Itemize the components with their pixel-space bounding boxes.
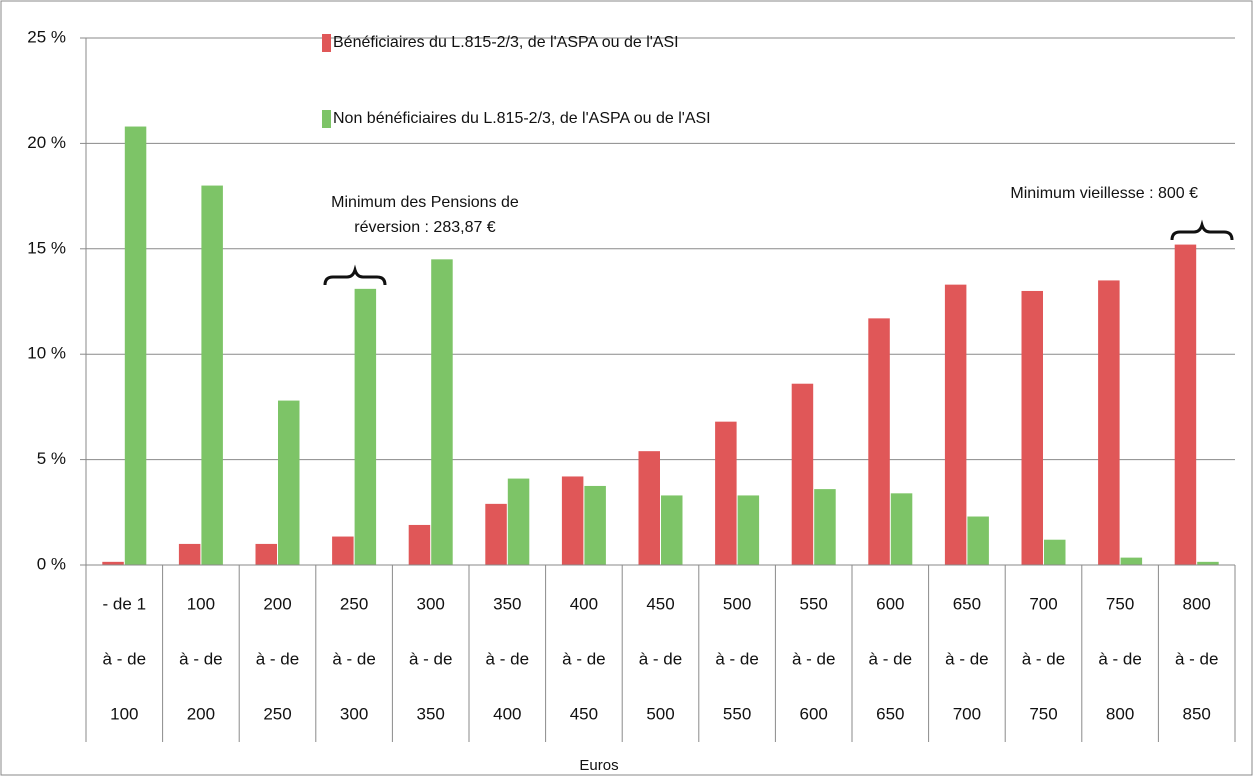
x-tick-label: à - de	[179, 649, 222, 668]
bar	[102, 561, 124, 565]
x-tick-label: 550	[800, 594, 828, 613]
x-tick-label: 500	[646, 704, 674, 723]
bar	[354, 288, 377, 565]
bar	[890, 493, 913, 565]
x-tick-label: à - de	[332, 649, 375, 668]
brace	[323, 264, 387, 286]
x-tick-label: 200	[187, 704, 215, 723]
bar	[1098, 280, 1120, 565]
x-tick-label: à - de	[1022, 649, 1065, 668]
x-tick-label: 650	[953, 594, 981, 613]
x-tick-label: 650	[876, 704, 904, 723]
legend-label: Non bénéficiaires du L.815-2/3, de l'ASP…	[333, 110, 711, 127]
x-tick-label: 450	[570, 704, 598, 723]
bar	[1120, 557, 1143, 565]
x-tick-label: à - de	[715, 649, 758, 668]
x-tick-label: 550	[723, 704, 751, 723]
y-tick-label: 0 %	[37, 554, 66, 573]
y-tick-label: 10 %	[27, 344, 66, 363]
bar	[791, 383, 814, 565]
bar	[201, 185, 223, 565]
x-tick-label: à - de	[256, 649, 299, 668]
bar	[178, 543, 201, 565]
brace	[1170, 219, 1234, 241]
y-tick-label: 25 %	[27, 27, 66, 46]
bar	[944, 284, 967, 565]
x-tick-label: 350	[417, 704, 445, 723]
x-tick-label: 850	[1183, 704, 1211, 723]
x-tick-label: 700	[953, 704, 981, 723]
x-tick-label: à - de	[103, 649, 146, 668]
y-tick-label: 20 %	[27, 133, 66, 152]
bar	[408, 524, 431, 565]
legend-label: Bénéficiaires du L.815-2/3, de l'ASPA ou…	[333, 34, 679, 51]
x-tick-label: à - de	[639, 649, 682, 668]
x-tick-label: 750	[1029, 704, 1057, 723]
annotation: réversion : 283,87 €	[354, 219, 496, 236]
bar	[485, 503, 507, 565]
legend-swatch	[322, 34, 331, 52]
x-tick-label: 300	[417, 594, 445, 613]
x-tick-label: 750	[1106, 594, 1134, 613]
bar	[814, 489, 836, 565]
x-tick-label: 250	[340, 594, 368, 613]
bar	[584, 485, 606, 565]
x-tick-label: 600	[800, 704, 828, 723]
bar	[255, 543, 277, 565]
x-tick-label: 400	[570, 594, 598, 613]
x-tick-label: - de 1	[103, 594, 146, 613]
annotation: Minimum des Pensions de	[331, 194, 519, 211]
x-tick-label: 300	[340, 704, 368, 723]
annotation: Minimum vieillesse : 800 €	[1010, 185, 1198, 202]
x-axis-label: Euros	[579, 757, 618, 774]
x-tick-label: 800	[1106, 704, 1134, 723]
x-tick-label: 100	[110, 704, 138, 723]
x-tick-label: à - de	[409, 649, 452, 668]
bar	[638, 451, 660, 565]
x-tick-label: 450	[646, 594, 674, 613]
x-tick-label: à - de	[792, 649, 835, 668]
x-tick-label: à - de	[869, 649, 912, 668]
x-tick-label: 200	[263, 594, 291, 613]
bar	[1044, 539, 1066, 565]
x-tick-label: à - de	[562, 649, 605, 668]
bar	[1174, 244, 1197, 566]
bar	[967, 516, 989, 565]
x-tick-label: 600	[876, 594, 904, 613]
x-tick-label: 800	[1183, 594, 1211, 613]
x-tick-label: 500	[723, 594, 751, 613]
bar	[661, 495, 683, 565]
bar	[332, 536, 354, 565]
x-tick-label: 350	[493, 594, 521, 613]
x-tick-label: à - de	[1098, 649, 1141, 668]
x-tick-label: 700	[1029, 594, 1057, 613]
x-tick-label: 250	[263, 704, 291, 723]
bar	[715, 421, 737, 565]
bar	[1197, 561, 1219, 565]
x-tick-label: 400	[493, 704, 521, 723]
y-tick-label: 15 %	[27, 238, 66, 257]
bar	[561, 476, 584, 565]
x-tick-label: à - de	[1175, 649, 1218, 668]
bar	[1021, 290, 1043, 565]
bar	[507, 478, 530, 565]
bar	[124, 126, 147, 565]
x-tick-label: à - de	[945, 649, 988, 668]
bar	[278, 400, 300, 565]
bar	[431, 259, 453, 565]
x-tick-label: à - de	[486, 649, 529, 668]
legend-swatch	[322, 110, 331, 128]
bar	[868, 318, 890, 565]
x-tick-label: 100	[187, 594, 215, 613]
y-tick-label: 5 %	[37, 449, 66, 468]
bar	[737, 495, 760, 565]
